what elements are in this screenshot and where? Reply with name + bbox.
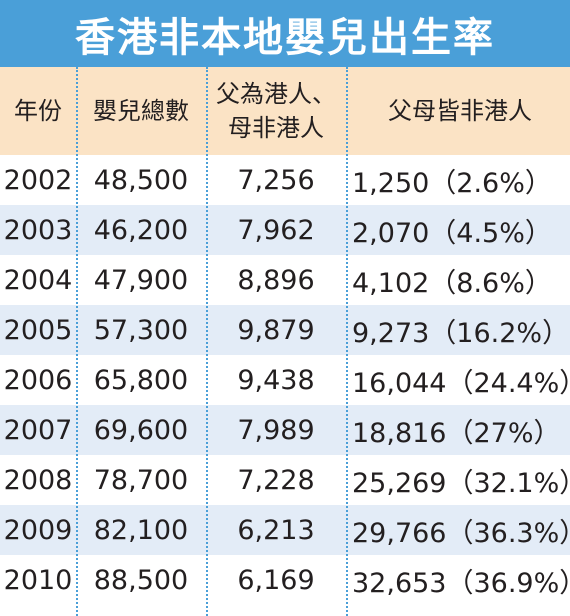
cell-total-births: 82,100 — [93, 514, 189, 546]
column-divider — [346, 67, 348, 616]
header-father-local-line2: 母非港人 — [228, 114, 324, 142]
cell-both-nonlocal: 18,816（27%） — [352, 417, 561, 449]
header-year-label: 年份 — [14, 97, 62, 125]
column-divider — [206, 67, 208, 616]
cell-both-nonlocal: 16,044（24.4%） — [352, 367, 570, 399]
cell-total-births: 47,900 — [93, 264, 189, 296]
header-total-births: 嬰兒總數 — [76, 67, 206, 155]
header-father-local-mother-nonlocal: 父為港人、 母非港人 — [206, 67, 346, 155]
cell-both-nonlocal: 32,653（36.9%） — [352, 567, 570, 599]
table-row: 2006 65,800 9,438 16,044（24.4%） — [0, 355, 570, 405]
cell-total-births: 78,700 — [93, 464, 189, 496]
table-row: 2004 47,900 8,896 4,102（8.6%） — [0, 255, 570, 305]
table-row: 2008 78,700 7,228 25,269（32.1%） — [0, 455, 570, 505]
cell-total-births: 46,200 — [93, 214, 189, 246]
table-row: 2003 46,200 7,962 2,070（4.5%） — [0, 205, 570, 255]
cell-both-nonlocal: 25,269（32.1%） — [352, 467, 570, 499]
cell-year: 2003 — [3, 214, 73, 246]
header-father-local-line1: 父為港人、 — [216, 80, 336, 108]
header-both-parents-nonlocal: 父母皆非港人 — [352, 67, 568, 155]
cell-both-nonlocal: 9,273（16.2%） — [352, 317, 570, 349]
cell-total-births: 88,500 — [93, 564, 189, 596]
cell-father-local: 7,256 — [237, 164, 315, 196]
cell-father-local: 9,879 — [237, 314, 315, 346]
cell-year: 2010 — [3, 564, 73, 596]
header-both-nonlocal-label: 父母皆非港人 — [388, 97, 532, 125]
table-row: 2005 57,300 9,879 9,273（16.2%） — [0, 305, 570, 355]
cell-father-local: 7,228 — [237, 464, 315, 496]
cell-year: 2005 — [3, 314, 73, 346]
cell-both-nonlocal: 4,102（8.6%） — [352, 267, 552, 299]
cell-both-nonlocal: 1,250（2.6%） — [352, 167, 552, 199]
header-total-births-label: 嬰兒總數 — [93, 97, 189, 125]
table-header: 年份 嬰兒總數 父為港人、 母非港人 父母皆非港人 — [0, 67, 570, 155]
cell-year: 2007 — [3, 414, 73, 446]
cell-year: 2008 — [3, 464, 73, 496]
cell-year: 2009 — [3, 514, 73, 546]
cell-father-local: 7,962 — [237, 214, 315, 246]
cell-father-local: 6,169 — [237, 564, 315, 596]
cell-both-nonlocal: 29,766（36.3%） — [352, 517, 570, 549]
table-row: 2009 82,100 6,213 29,766（36.3%） — [0, 505, 570, 555]
cell-year: 2002 — [3, 164, 73, 196]
table-title: 香港非本地嬰兒出生率 — [0, 0, 570, 67]
cell-total-births: 65,800 — [93, 364, 189, 396]
cell-total-births: 69,600 — [93, 414, 189, 446]
cell-both-nonlocal: 2,070（4.5%） — [352, 217, 552, 249]
header-year: 年份 — [0, 67, 76, 155]
column-divider — [76, 67, 78, 616]
table-row: 2010 88,500 6,169 32,653（36.9%） — [0, 555, 570, 605]
cell-total-births: 57,300 — [93, 314, 189, 346]
cell-father-local: 6,213 — [237, 514, 315, 546]
cell-year: 2006 — [3, 364, 73, 396]
cell-father-local: 9,438 — [237, 364, 315, 396]
cell-year: 2004 — [3, 264, 73, 296]
cell-total-births: 48,500 — [93, 164, 189, 196]
cell-father-local: 8,896 — [237, 264, 315, 296]
cell-father-local: 7,989 — [237, 414, 315, 446]
table-row: 2007 69,600 7,989 18,816（27%） — [0, 405, 570, 455]
table-row: 2002 48,500 7,256 1,250（2.6%） — [0, 155, 570, 205]
